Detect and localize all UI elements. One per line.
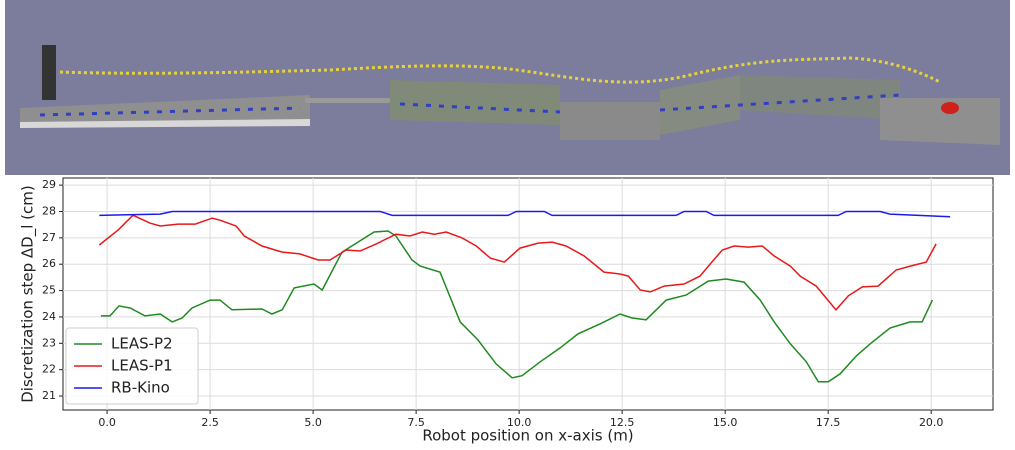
goal-marker <box>941 102 959 114</box>
x-tick-label: 15.0 <box>713 416 738 429</box>
y-tick-label: 24 <box>42 310 56 323</box>
platform <box>560 102 660 140</box>
x-tick-label: 5.0 <box>304 416 322 429</box>
x-tick-label: 20.0 <box>919 416 944 429</box>
platform <box>740 75 900 120</box>
y-tick-label: 28 <box>42 204 56 217</box>
y-tick-label: 22 <box>42 363 56 376</box>
legend: LEAS-P2 LEAS-P1 RB-Kino <box>65 327 199 405</box>
legend-label: RB-Kino <box>111 379 170 397</box>
x-tick-label: 10.0 <box>507 416 532 429</box>
y-tick-label: 25 <box>42 284 56 297</box>
legend-label: LEAS-P1 <box>111 357 173 375</box>
platform <box>305 98 395 103</box>
x-tick-label: 2.5 <box>201 416 219 429</box>
y-tick-label: 23 <box>42 336 56 349</box>
y-tick-label: 26 <box>42 257 56 270</box>
y-axis-label: Discretization step ΔD_l (cm) <box>19 185 38 403</box>
y-tick-label: 21 <box>42 389 56 402</box>
platform <box>20 95 310 125</box>
plot-area <box>62 177 994 411</box>
platform-edge <box>20 119 310 128</box>
planned-path <box>59 56 941 84</box>
platform <box>660 75 740 135</box>
footsteps <box>39 93 901 117</box>
x-tick-label: 17.5 <box>816 416 841 429</box>
x-tick-label: 0.0 <box>98 416 116 429</box>
legend-label: LEAS-P2 <box>111 335 173 353</box>
legend-box <box>65 327 199 405</box>
x-tick-label: 7.5 <box>407 416 425 429</box>
robot <box>42 45 56 100</box>
y-tick-label: 29 <box>42 178 56 191</box>
platform <box>390 80 560 125</box>
data-line <box>98 214 937 311</box>
x-tick-label: 12.5 <box>610 416 635 429</box>
data-line <box>99 210 951 218</box>
data-line <box>100 230 934 383</box>
scene-render <box>5 0 1010 175</box>
x-axis-label: Robot position on x-axis (m) <box>422 427 633 445</box>
platform <box>880 98 1000 145</box>
y-tick-label: 27 <box>42 231 56 244</box>
